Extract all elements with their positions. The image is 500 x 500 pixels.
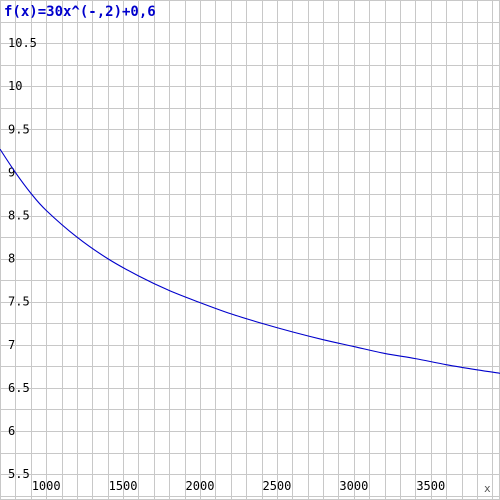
y-tick-label: 6 — [8, 424, 15, 438]
function-curve — [0, 148, 500, 374]
x-tick-label: 2000 — [186, 479, 215, 493]
y-tick-label: 7 — [8, 338, 15, 352]
y-tick-label: 10.5 — [8, 36, 37, 50]
x-tick-label: 2500 — [262, 479, 291, 493]
x-tick-label: 3500 — [416, 479, 445, 493]
y-tick-label: 8.5 — [8, 209, 30, 223]
y-tick-label: 9.5 — [8, 122, 30, 136]
y-tick-label: 10 — [8, 79, 22, 93]
tick-labels: 1000 1500 2000 2500 3000 3500 5.5 6 6.5 7 7.5 8 8.5 9… — [8, 36, 445, 493]
x-axis-label: x — [484, 482, 491, 495]
y-tick-label: 6.5 — [8, 381, 30, 395]
y-tick-label: 5.5 — [8, 467, 30, 481]
chart-title: f(x)=30x^(-,2)+0,6 — [4, 4, 156, 20]
x-tick-label: 1500 — [109, 479, 138, 493]
y-tick-label: 7.5 — [8, 295, 30, 309]
y-tick-label: 9 — [8, 165, 15, 179]
x-tick-label: 1000 — [32, 479, 61, 493]
x-tick-label: 3000 — [339, 479, 368, 493]
y-tick-label: 8 — [8, 252, 15, 266]
